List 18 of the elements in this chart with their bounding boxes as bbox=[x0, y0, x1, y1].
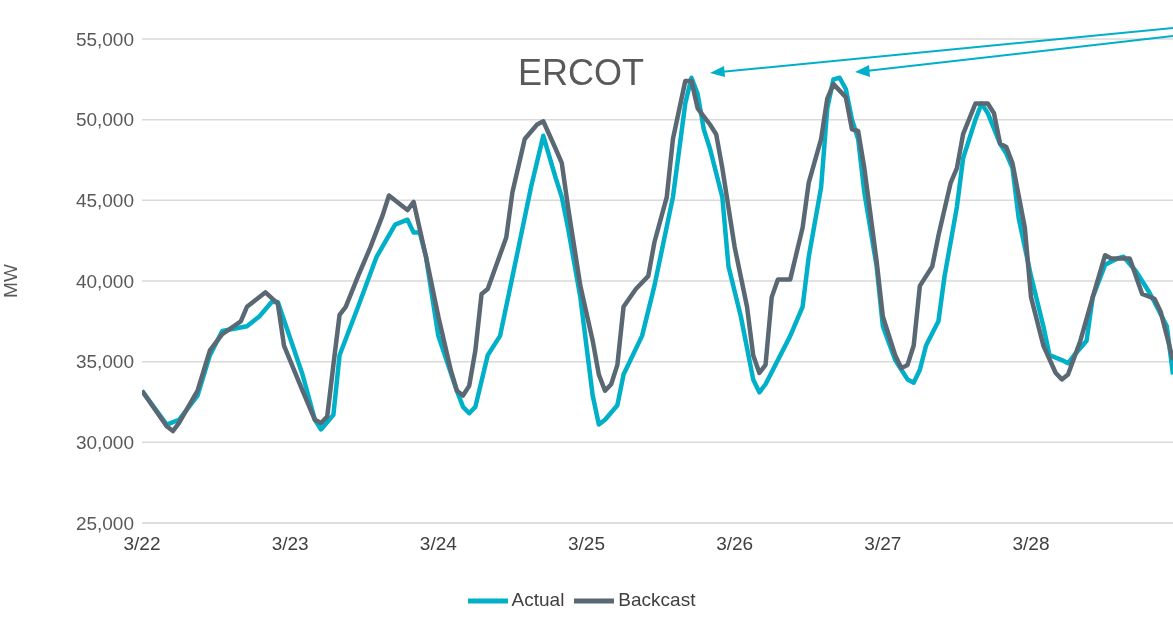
y-tick-label: 50,000 bbox=[75, 109, 134, 131]
x-tick-label: 3/25 bbox=[568, 533, 605, 555]
x-tick-label: 3/22 bbox=[123, 533, 161, 555]
x-tick-label: 3/24 bbox=[419, 533, 458, 555]
y-tick-label: 45,000 bbox=[75, 190, 134, 212]
legend-label: Backcast bbox=[618, 589, 696, 611]
y-tick-label: 30,000 bbox=[75, 432, 134, 454]
y-axis-title: MW bbox=[0, 264, 21, 298]
y-tick-label: 55,000 bbox=[75, 28, 134, 50]
y-tick-label: 40,000 bbox=[75, 270, 134, 292]
y-tick-label: 35,000 bbox=[75, 351, 134, 373]
x-tick-label: 3/26 bbox=[716, 533, 754, 555]
legend-label: Actual bbox=[511, 589, 565, 611]
x-tick-label: 3/23 bbox=[271, 533, 309, 555]
annotation: ERCOT bbox=[518, 52, 644, 94]
y-tick-label: 25,000 bbox=[75, 512, 134, 534]
x-tick-label: 3/28 bbox=[1012, 533, 1050, 555]
x-tick-label: 3/27 bbox=[864, 533, 902, 555]
